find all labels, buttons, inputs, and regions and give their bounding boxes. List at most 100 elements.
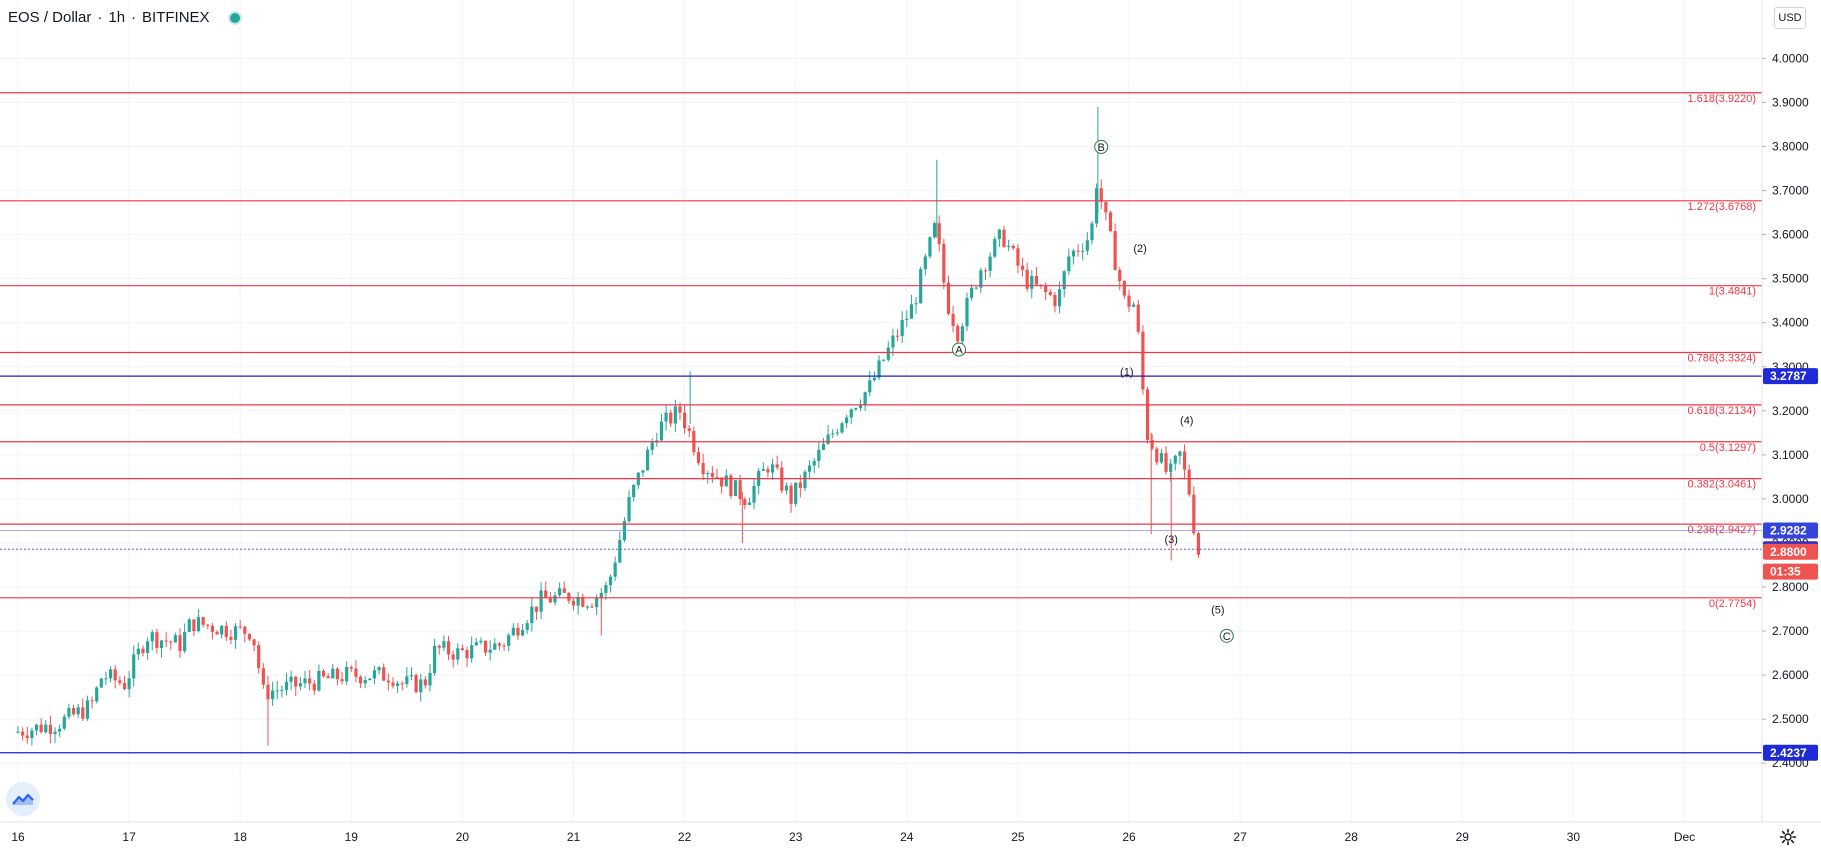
candle-down: [349, 665, 353, 672]
x-tick-label: 29: [1456, 830, 1470, 844]
candle-body: [39, 724, 43, 733]
candle-body: [664, 412, 668, 422]
fib-label: 0.5(3.1297): [1700, 442, 1756, 454]
candle-down: [1192, 486, 1196, 536]
candle-down: [715, 468, 719, 479]
candle-body: [1071, 250, 1076, 257]
time-axis[interactable]: 16 17 18 19 20 21 22 23 24 25 26 27 28 29 30 Dec: [0, 821, 1821, 850]
candle-up: [752, 479, 756, 510]
candle-down: [451, 650, 455, 668]
candle-down: [382, 663, 386, 681]
candle-up: [821, 438, 826, 451]
wave-circle: [1219, 628, 1234, 643]
wave-label-text: (3): [1164, 534, 1177, 546]
candle-up: [511, 623, 515, 637]
candle-body: [1173, 455, 1177, 464]
candle-up: [298, 676, 302, 691]
last-badge: 2.8800: [1763, 543, 1818, 560]
candle-body: [317, 670, 321, 691]
fib-label: 0.236(2.9427): [1688, 524, 1757, 536]
candle-body: [266, 684, 270, 700]
candle-down: [669, 409, 673, 428]
candle-up: [636, 472, 640, 489]
candle-body: [659, 421, 664, 441]
y-tick-label: 3.8000: [1772, 140, 1809, 154]
candle-body: [1164, 453, 1168, 472]
candle-down: [261, 663, 265, 689]
level-badge-bg: [1763, 522, 1818, 539]
candle-body: [252, 639, 256, 646]
candle-down: [192, 619, 196, 637]
candle-body: [229, 636, 233, 640]
candle-body: [335, 668, 340, 680]
candle-up: [520, 623, 525, 637]
candle-body: [187, 619, 191, 632]
candle-down: [238, 620, 242, 630]
wave-label-text: (2): [1133, 243, 1146, 255]
candle-body: [1136, 304, 1140, 332]
candle-body: [715, 476, 719, 478]
candle-body: [1122, 281, 1126, 296]
y-tick-label: 2.6000: [1772, 668, 1809, 682]
candle-up: [409, 667, 414, 681]
candle-body: [932, 223, 937, 238]
tradingview-logo-icon[interactable]: [6, 782, 40, 816]
candle-up: [914, 297, 918, 314]
candle-body: [946, 282, 951, 314]
candle-body: [784, 485, 789, 491]
exchange-label: BITFINEX: [142, 9, 210, 26]
candle-body: [511, 627, 515, 636]
candle-body: [553, 595, 557, 603]
candle-body: [58, 728, 62, 732]
candle-down: [743, 496, 747, 510]
candle-up: [960, 323, 964, 346]
interval-label[interactable]: 1h: [108, 9, 126, 26]
candle-body: [261, 668, 265, 685]
candle-up: [525, 620, 529, 635]
chart-grid: [0, 0, 1762, 822]
candle-down: [696, 446, 701, 466]
candle-up: [456, 643, 460, 665]
candle-down: [247, 633, 252, 642]
candle-up: [747, 497, 752, 506]
price-axis[interactable]: 2.40002.50002.60002.70002.80002.90003.00…: [1761, 0, 1821, 850]
candle-down: [312, 679, 316, 695]
x-tick-label: 22: [678, 830, 692, 844]
gear-icon[interactable]: [1777, 826, 1799, 848]
candle-body: [914, 303, 918, 305]
candle-up: [664, 404, 668, 431]
candle-up: [395, 681, 400, 693]
candle-up: [849, 408, 853, 425]
candle-body: [997, 229, 1001, 239]
candle-down: [81, 698, 85, 721]
candle-up: [289, 670, 293, 690]
candle-down: [210, 622, 215, 640]
candle-body: [400, 683, 404, 685]
candle-body: [303, 678, 307, 684]
candle-down: [951, 305, 955, 333]
candle-down: [687, 425, 691, 438]
level-badge-text: 2.9282: [1770, 524, 1807, 538]
candle-up: [488, 640, 492, 661]
candle-down: [206, 624, 210, 630]
y-tick-label: 3.6000: [1772, 228, 1809, 242]
candle-down: [562, 581, 566, 594]
candle-body: [81, 707, 85, 719]
candle-up: [530, 597, 534, 632]
candle-body: [132, 654, 136, 679]
candle-down: [1020, 257, 1025, 277]
candle-body: [382, 667, 386, 681]
candle-body: [113, 669, 117, 681]
candle-body: [882, 359, 886, 361]
candle-down: [1118, 267, 1122, 291]
candle-body: [169, 641, 173, 643]
candle-up: [372, 665, 377, 684]
candle-up: [150, 629, 154, 651]
candle-up: [854, 407, 858, 411]
currency-button[interactable]: USD: [1774, 7, 1806, 29]
symbol-name[interactable]: EOS / Dollar: [8, 9, 92, 26]
candle-up: [979, 267, 983, 294]
candle-body: [1159, 453, 1164, 463]
x-tick-label: 23: [789, 830, 803, 844]
